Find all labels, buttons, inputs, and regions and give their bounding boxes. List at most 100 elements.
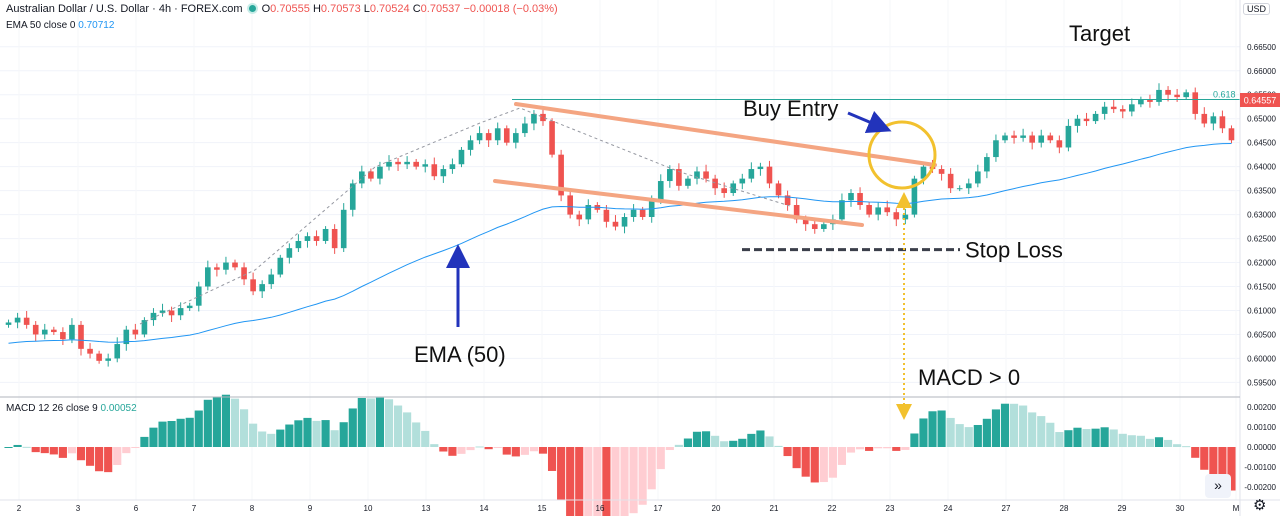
macd-bar [792,447,801,469]
candle [377,161,383,185]
channel-lower-line[interactable] [493,179,864,227]
candle [223,256,229,275]
macd-bar [855,447,865,450]
price-tick-label: 0.60500 [1247,330,1276,339]
time-tick-label: 15 [538,504,547,513]
candle [60,327,66,346]
candle [449,158,456,174]
price-tick-label: 0.62000 [1247,259,1276,268]
candle [159,303,166,317]
candle [902,208,909,225]
candle [96,350,102,364]
macd-bar [783,447,792,457]
time-tick-label: 28 [1060,504,1069,513]
macd-bar [819,447,828,483]
candle [676,163,682,191]
macd-bar [158,421,167,447]
close-value: 0.70537 [420,3,461,15]
macd-bar [22,446,31,448]
price-tick-label: 0.61000 [1247,306,1276,315]
ema-line [8,143,1232,344]
time-tick-label: 16 [596,504,605,513]
macd-legend[interactable]: MACD 12 26 close 9 0.00052 [6,403,137,414]
candle [413,158,419,170]
macd-bar [1064,430,1073,447]
candle [114,337,121,363]
macd-bar [665,447,674,451]
candle [141,317,148,338]
scroll-to-realtime-button[interactable]: » [1205,474,1231,498]
macd-bar [520,447,529,455]
time-tick-label: M [1233,504,1240,513]
ema-legend[interactable]: EMA 50 close 0 0.70712 [6,20,114,31]
macd-bar [40,447,49,454]
macd-bar [1109,429,1118,447]
macd-bar [692,431,702,447]
time-tick-label: 14 [480,504,489,513]
currency-button[interactable]: USD [1242,3,1270,15]
macd-bar [937,410,946,447]
macd-bar [846,447,856,453]
macd-bar [421,430,430,447]
candle [848,189,854,207]
candle [667,165,673,188]
macd-bar [113,447,122,465]
symbol-title[interactable]: Australian Dollar / U.S. Dollar · 4h · F… [6,3,243,15]
macd-tick-label: 0.00100 [1247,423,1276,432]
macd-bar [801,447,810,477]
candle [694,166,700,185]
macd-bar [883,447,892,449]
candle [965,178,972,194]
candle [513,128,519,149]
buy-entry-circle[interactable] [867,120,937,190]
market-status-icon [248,5,256,13]
macd-bar [529,447,539,452]
symbol-legend[interactable]: Australian Dollar / U.S. Dollar · 4h · F… [6,3,558,15]
candle [540,108,546,126]
macd-bar [475,446,484,448]
candle [1074,114,1081,133]
candle [1192,87,1199,120]
candle [938,165,945,181]
candle [1065,119,1072,152]
high-label: H [312,3,321,15]
ema-annotation-label: EMA (50) [414,342,506,367]
macd-bar [221,394,231,447]
candle [186,302,193,311]
time-tick-label: 13 [422,504,431,513]
candle [1228,125,1235,144]
candle [522,116,528,137]
macd-bar [1154,437,1164,447]
candle [268,268,275,289]
candle [821,221,827,232]
macd-bar [828,447,837,478]
candle [286,243,293,264]
buy-entry-label: Buy Entry [743,96,838,121]
macd-bar [1000,403,1010,447]
candle [875,202,881,221]
candle [1020,128,1026,142]
candle [947,168,954,194]
time-tick-label: 10 [364,504,373,513]
macd-bar [267,433,276,447]
open-label: O [261,3,271,15]
settings-gear-icon[interactable]: ⚙ [1253,497,1267,514]
candle [1011,130,1017,144]
macd-bar [892,447,901,451]
candle [1083,112,1090,126]
candle [576,210,583,227]
candle [1002,132,1008,144]
macd-bar [1200,447,1209,470]
macd-bar [185,417,194,447]
channel-upper-line[interactable] [514,102,937,167]
macd-bar [738,438,747,447]
macd-bar [593,447,602,521]
macd-bar [312,420,321,447]
macd-bar [194,410,203,447]
macd-bar [31,447,40,453]
macd-bar [95,447,104,472]
macd-bar [982,418,991,447]
macd-bar [249,423,258,447]
